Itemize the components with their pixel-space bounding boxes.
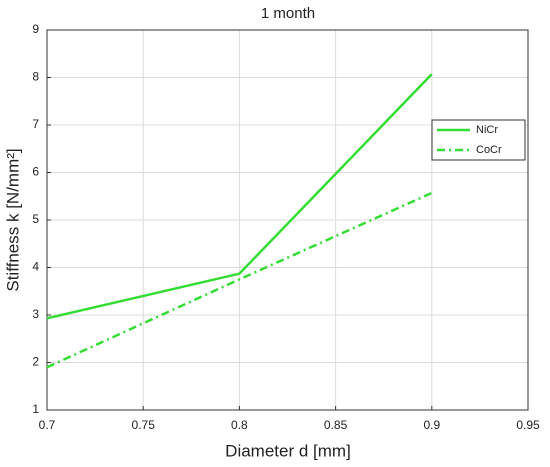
y-tick-label: 7: [32, 117, 39, 131]
y-tick-label: 8: [32, 70, 39, 84]
x-tick-label: 0.95: [516, 418, 540, 432]
x-tick-label: 0.7: [39, 418, 56, 432]
legend-box: [431, 119, 526, 161]
x-tick-label: 0.9: [423, 418, 440, 432]
legend-label: CoCr: [476, 144, 502, 156]
data-line: [46, 73, 433, 320]
chart-title: 1 month: [261, 5, 315, 22]
y-tick-label: 5: [32, 212, 39, 226]
x-tick-label: 0.8: [231, 418, 248, 432]
data-line: [46, 191, 433, 369]
y-tick-label: 1: [32, 402, 39, 416]
y-tick-label: 9: [32, 22, 39, 36]
x-tick-label: 0.75: [132, 418, 156, 432]
plot-frame: [46, 29, 529, 411]
y-tick-label: 2: [32, 355, 39, 369]
y-axis-label: Stiffness k [N/mm²]: [3, 148, 22, 291]
legend-label: NiCr: [476, 124, 498, 136]
x-axis-label: Diameter d [mm]: [225, 441, 351, 460]
x-tick-label: 0.85: [324, 418, 348, 432]
y-tick-label: 4: [32, 260, 39, 274]
y-tick-label: 6: [32, 165, 39, 179]
y-tick-label: 3: [32, 307, 39, 321]
